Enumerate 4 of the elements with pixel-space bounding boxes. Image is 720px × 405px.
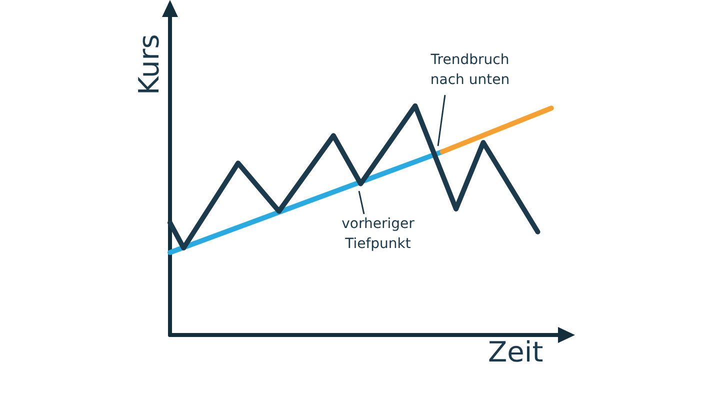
x-axis-title: Zeit bbox=[488, 336, 544, 368]
y-axis-title: Kurs bbox=[132, 34, 166, 95]
text: Trendbruch nach unten bbox=[430, 52, 510, 88]
annotation: vorheriger Tiefpunkt bbox=[342, 216, 415, 252]
